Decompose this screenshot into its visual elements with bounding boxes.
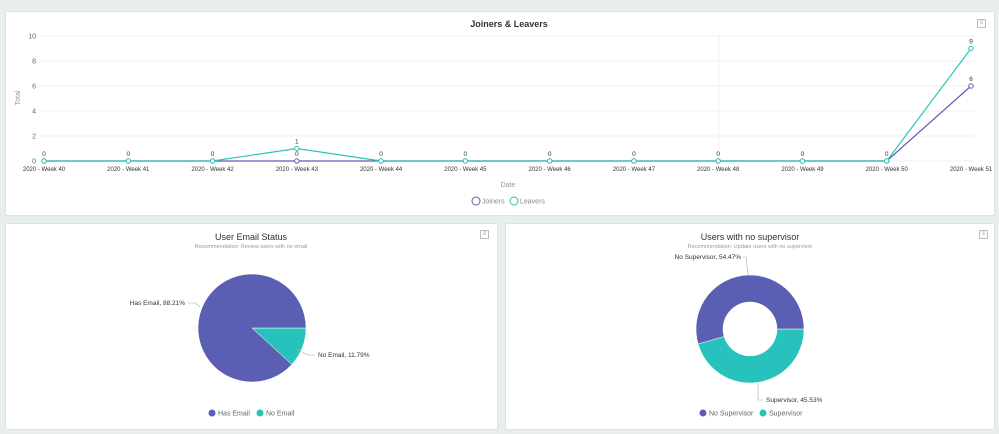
x-tick-label: 2020 - Week 40	[23, 167, 66, 173]
data-point	[294, 158, 300, 164]
data-point	[462, 158, 469, 164]
data-point	[41, 158, 47, 164]
data-point	[968, 45, 974, 52]
data-point	[884, 158, 890, 164]
data-point	[631, 158, 637, 164]
joiners-leavers-panel: ≡	[5, 11, 995, 216]
x-tick-label: 2020 - Week 47	[613, 167, 656, 173]
data-point	[125, 158, 131, 164]
x-axis-label: Date	[501, 182, 516, 189]
y-tick-label: 10	[28, 34, 36, 41]
y-tick-label: 8	[32, 59, 36, 66]
series-line-joiners	[44, 85, 972, 162]
connector-line	[757, 383, 763, 401]
legend-marker	[256, 409, 264, 417]
data-point	[715, 158, 721, 164]
x-tick-label: 2020 - Week 43	[276, 167, 319, 173]
data-label: 0	[801, 151, 805, 158]
legend-label-leavers[interactable]: Leavers	[520, 199, 545, 206]
chart-menu-button[interactable]: ≡	[977, 19, 986, 28]
x-tick-label: 2020 - Week 41	[107, 167, 150, 173]
data-point	[968, 83, 974, 89]
x-tick-label: 2020 - Week 44	[360, 167, 403, 173]
data-label: 0	[716, 151, 720, 158]
slice-has-email[interactable]	[197, 273, 307, 383]
legend-label-joiners[interactable]: Joiners	[482, 199, 505, 206]
legend-marker	[208, 409, 216, 417]
x-tick-label: 2020 - Week 50	[866, 167, 909, 173]
supervisor-panel: ≡	[505, 223, 995, 430]
slice-label: No Supervisor, 54.47%	[675, 254, 742, 261]
slice-supervisor[interactable]	[697, 328, 805, 384]
data-label: 1	[295, 139, 299, 146]
connector-line	[295, 348, 315, 356]
series-line-leavers	[44, 48, 972, 162]
donut-title: Users with no supervisor	[701, 232, 800, 242]
connector-line	[188, 302, 201, 308]
data-point	[209, 158, 216, 164]
slice-no-supervisor[interactable]	[695, 274, 805, 345]
y-tick-label: 6	[32, 84, 36, 91]
data-label: 0	[632, 151, 636, 158]
legend-marker	[759, 409, 767, 417]
slice-label: No Email, 11.79%	[318, 352, 370, 359]
x-tick-label: 2020 - Week 42	[191, 167, 234, 173]
data-point	[546, 158, 553, 164]
donut-subtitle: Recommendation: Update users with no sup…	[688, 244, 813, 250]
slice-label: Has Email, 88.21%	[130, 300, 185, 307]
data-label: 0	[885, 151, 889, 158]
legend-marker	[699, 409, 707, 417]
pie-title: User Email Status	[215, 232, 288, 242]
x-tick-label: 2020 - Week 46	[529, 167, 572, 173]
data-point	[799, 158, 806, 164]
chart-menu-button[interactable]: ≡	[480, 230, 489, 239]
pie-subtitle: Recommendation: Review users with no ema…	[195, 244, 308, 250]
legend-label[interactable]: Supervisor	[769, 411, 803, 418]
legend-label[interactable]: No Email	[266, 411, 295, 418]
y-tick-label: 2	[32, 134, 36, 141]
x-tick-label: 2020 - Week 51	[950, 167, 993, 173]
slice-label: Supervisor, 45.53%	[766, 397, 823, 404]
data-point	[378, 158, 384, 164]
data-label: 9	[969, 39, 973, 46]
data-label: 0	[379, 151, 383, 158]
x-tick-label: 2020 - Week 48	[697, 167, 740, 173]
y-axis-label: Total	[15, 90, 22, 105]
legend-label[interactable]: Has Email	[218, 411, 250, 418]
data-label: 0	[464, 151, 468, 158]
data-label: 0	[295, 151, 299, 158]
legend-label[interactable]: No Supervisor	[709, 411, 754, 418]
legend-marker-leavers	[509, 196, 519, 206]
y-tick-label: 0	[32, 159, 36, 166]
x-tick-label: 2020 - Week 49	[781, 167, 824, 173]
data-label: 0	[126, 151, 130, 158]
chart-menu-button[interactable]: ≡	[979, 230, 988, 239]
connector-line	[743, 256, 749, 276]
data-label: 6	[969, 76, 973, 83]
x-tick-label: 2020 - Week 45	[444, 167, 487, 173]
line-chart-title: Joiners & Leavers	[470, 19, 548, 29]
data-label: 0	[42, 151, 46, 158]
y-tick-label: 4	[32, 109, 36, 116]
data-label: 0	[211, 151, 215, 158]
legend-marker-joiners	[471, 196, 481, 206]
data-label: 0	[548, 151, 552, 158]
data-point	[294, 145, 300, 152]
